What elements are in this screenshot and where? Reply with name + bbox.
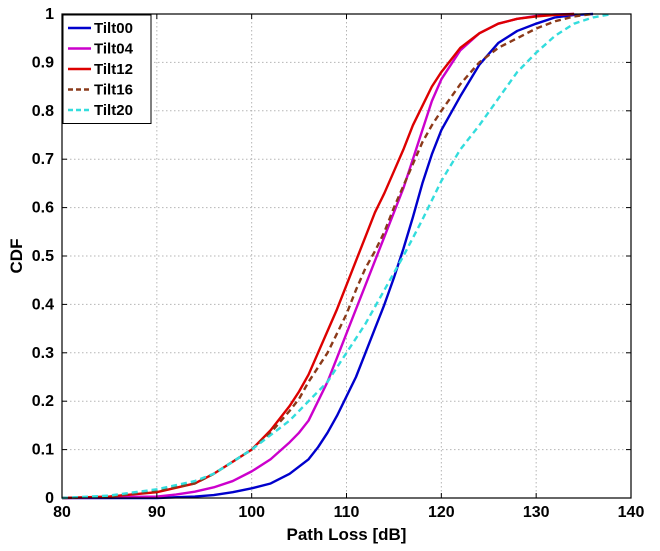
x-tick-label: 80 bbox=[53, 504, 71, 521]
legend: Tilt00 Tilt04 Tilt12 Tilt16 Tilt20 bbox=[62, 14, 152, 124]
series-layer bbox=[61, 12, 613, 500]
y-tick-label: 0.3 bbox=[32, 345, 54, 362]
x-tick-label: 90 bbox=[148, 504, 166, 521]
x-tick-label: 100 bbox=[238, 504, 265, 521]
legend-label: Tilt04 bbox=[94, 41, 134, 58]
series-line-tilt20 bbox=[61, 12, 613, 500]
y-tick-label: 0.9 bbox=[32, 54, 54, 71]
y-tick-label: 0.4 bbox=[32, 296, 54, 313]
y-tick-label: 0.1 bbox=[32, 442, 54, 459]
x-tick-label: 120 bbox=[428, 504, 455, 521]
legend-label: Tilt16 bbox=[94, 82, 133, 99]
y-tick-label: 0.6 bbox=[32, 200, 54, 217]
y-tick-label: 1 bbox=[45, 6, 54, 23]
x-tick-label: 110 bbox=[334, 504, 360, 521]
legend-label: Tilt12 bbox=[94, 61, 133, 78]
y-tick-label: 0 bbox=[45, 490, 54, 507]
series-line-tilt12 bbox=[61, 12, 575, 500]
x-tick-label: 140 bbox=[618, 504, 645, 521]
legend-label: Tilt20 bbox=[94, 102, 133, 119]
legend-label: Tilt00 bbox=[94, 20, 133, 37]
y-tick-label: 0.7 bbox=[32, 151, 54, 168]
y-tick-label: 0.5 bbox=[32, 248, 54, 265]
axis-ticks: 80 90 100 110 120 130 140 0 0.1 0.2 0.3 0.4 0.5 0.6 0.… bbox=[32, 6, 645, 521]
y-axis-label: CDF bbox=[7, 239, 26, 274]
y-tick-label: 0.2 bbox=[32, 393, 54, 410]
series-line-tilt00 bbox=[62, 12, 594, 500]
x-axis-label: Path Loss [dB] bbox=[287, 525, 407, 544]
grid-lines bbox=[62, 14, 631, 498]
y-tick-label: 0.8 bbox=[32, 103, 54, 120]
x-tick-label: 130 bbox=[523, 504, 550, 521]
